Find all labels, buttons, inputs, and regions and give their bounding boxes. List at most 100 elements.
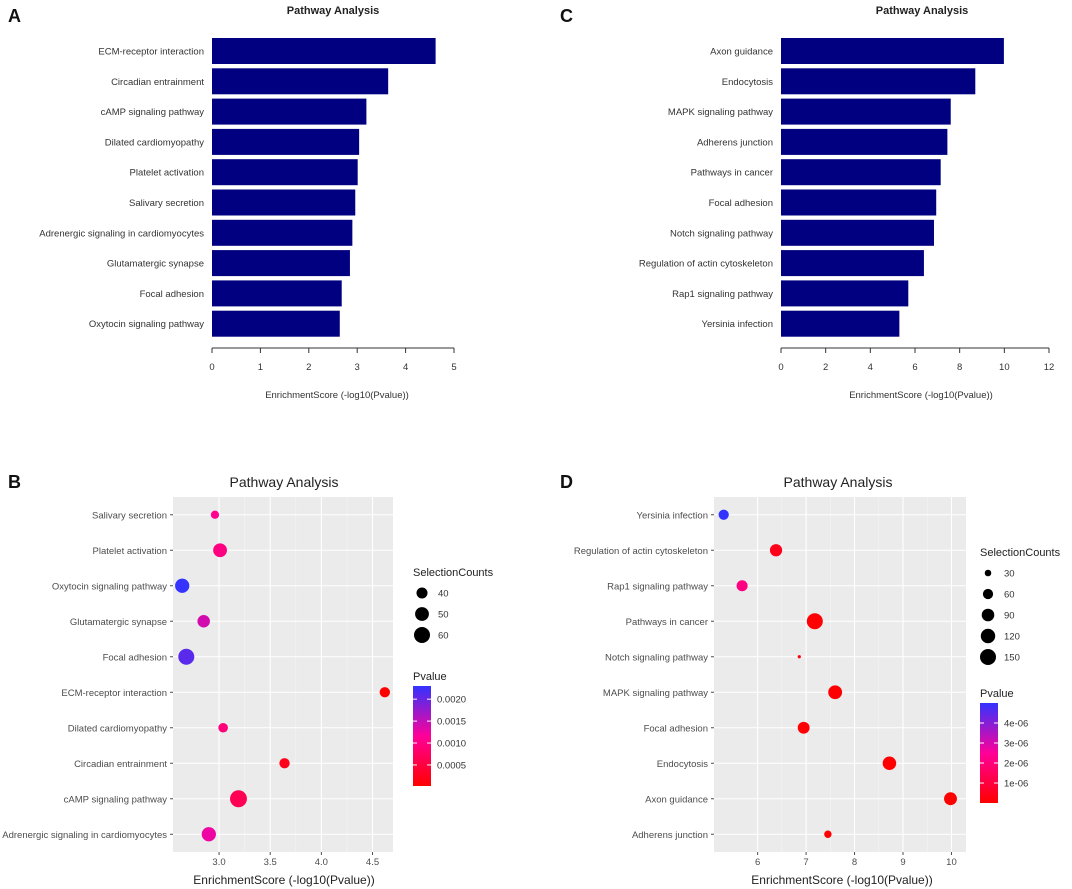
panel-c-category-label: Regulation of actin cytoskeleton xyxy=(639,259,773,270)
panel-b-size-legend-label: 40 xyxy=(438,589,449,600)
panel-b-dot xyxy=(197,614,210,628)
panel-c-category-label: Rap1 signaling pathway xyxy=(672,289,773,300)
panel-c-tick-label: 6 xyxy=(912,362,917,373)
panel-b-category-label: cAMP signaling pathway xyxy=(64,794,168,805)
panel-c-tick-label: 12 xyxy=(1044,362,1055,373)
panel-d-size-legend: 30 60 90 120 150 xyxy=(980,569,1020,665)
panel-d-dot xyxy=(736,580,748,592)
panel-c-bar xyxy=(781,189,937,216)
panel-d-dot xyxy=(797,655,801,659)
panel-a-x-label: EnrichmentScore (-log10(Pvalue)) xyxy=(265,390,409,401)
panel-b-color-legend-label: 0.0010 xyxy=(437,739,466,750)
panel-d-tick-label: 8 xyxy=(852,857,857,868)
panel-b-tick-label: 3.5 xyxy=(264,857,277,868)
panel-d-category-label: Endocytosis xyxy=(657,759,708,770)
panel-b-category-label: Glutamatergic synapse xyxy=(70,617,167,628)
panel-d-color-legend-label: 4e-06 xyxy=(1004,719,1028,730)
panel-a-bar xyxy=(212,98,367,125)
panel-c-tick-label: 8 xyxy=(957,362,962,373)
panel-d-tick-label: 10 xyxy=(946,857,957,868)
panel-c-category-label: Focal adhesion xyxy=(709,198,773,209)
panel-a-bar xyxy=(212,280,342,307)
panel-c-tick-label: 0 xyxy=(778,362,783,373)
panel-b-category-label: Oxytocin signaling pathway xyxy=(52,581,167,592)
panel-d-dot xyxy=(797,721,810,734)
panel-d-title: Pathway Analysis xyxy=(784,474,893,490)
panel-c-bar xyxy=(781,38,1004,64)
panel-a-category-label: Glutamatergic synapse xyxy=(107,259,204,270)
panel-d-x-ticks: 6 7 8 9 10 xyxy=(755,852,957,868)
panel-d-color-legend-ticks: 4e-06 3e-06 2e-06 1e-06 xyxy=(980,719,1028,790)
panel-b-tick-label: 3.0 xyxy=(212,857,225,868)
panel-a-category-label: Dilated cardiomyopathy xyxy=(105,137,205,148)
panel-b-tick-label: 4.0 xyxy=(315,857,328,868)
panel-b-category-label: Dilated cardiomyopathy xyxy=(68,723,168,734)
panel-d-grid xyxy=(713,497,966,852)
panel-letter-b: B xyxy=(8,472,21,492)
panel-b-dots xyxy=(175,510,390,842)
panel-a-bar xyxy=(212,310,340,337)
panel-d-category-label: Regulation of actin cytoskeleton xyxy=(574,546,708,557)
panel-b-dot xyxy=(213,543,227,558)
panel-d-category-label: Adherens junction xyxy=(632,830,708,841)
panel-d-x-label: EnrichmentScore (-log10(Pvalue)) xyxy=(751,873,932,887)
panel-b-dot xyxy=(379,687,390,698)
panel-a-tick-label: 1 xyxy=(258,362,263,373)
panel-d-dot xyxy=(882,756,897,771)
panel-d-color-bar xyxy=(980,703,998,803)
panel-b-color-bar xyxy=(413,686,431,786)
panel-d-dot xyxy=(718,509,729,520)
panel-c-bar xyxy=(781,310,900,337)
panel-a-bar xyxy=(212,128,360,155)
panel-b-size-legend-dot xyxy=(415,607,429,621)
panel-c-bar xyxy=(781,219,934,246)
panel-d-plot-area xyxy=(714,497,966,852)
panel-d-size-legend-dot xyxy=(984,569,992,577)
panel-a-category-label: Oxytocin signaling pathway xyxy=(89,319,204,330)
panel-a-bar xyxy=(212,189,356,216)
panel-d-size-legend-dot xyxy=(981,608,995,622)
panel-c-bars xyxy=(781,38,1004,337)
panel-c-category-label: Yersinia infection xyxy=(702,319,773,330)
panel-a-title: Pathway Analysis xyxy=(287,5,380,17)
panel-a-bar xyxy=(212,219,353,246)
panel-d-category-label: Focal adhesion xyxy=(644,723,708,734)
panel-c-bar xyxy=(781,98,951,125)
panel-d-size-legend-dot xyxy=(982,588,994,600)
panel-d-color-legend-label: 1e-06 xyxy=(1004,779,1028,790)
panel-d-color-legend-title: Pvalue xyxy=(980,688,1014,700)
panel-a-category-label: Adrenergic signaling in cardiomyocytes xyxy=(39,228,204,239)
panel-d-category-labels: Yersinia infection Regulation of actin cy… xyxy=(574,510,714,841)
panel-c-title: Pathway Analysis xyxy=(876,5,969,17)
panel-d-category-label: Axon guidance xyxy=(645,794,708,805)
panel-c-tick-label: 4 xyxy=(868,362,873,373)
panel-b-category-label: ECM-receptor interaction xyxy=(61,688,167,699)
panel-b-dot xyxy=(201,827,216,842)
panel-a-x-ticks: 0 1 2 3 4 5 xyxy=(209,348,457,373)
panel-b-category-label: Adrenergic signaling in cardiomyocytes xyxy=(2,830,167,841)
panel-c-x-ticks: 0 2 4 6 8 10 12 xyxy=(778,348,1054,373)
panel-a-tick-label: 3 xyxy=(355,362,360,373)
panel-a-category-label: cAMP signaling pathway xyxy=(101,107,205,118)
panel-d-size-legend-label: 120 xyxy=(1004,632,1020,643)
panel-b-size-legend: 40 50 60 xyxy=(414,587,449,643)
panel-d-category-label: MAPK signaling pathway xyxy=(603,688,708,699)
panel-d-category-label: Pathways in cancer xyxy=(626,617,708,628)
panel-a-bar xyxy=(212,250,350,277)
panel-c-category-label: Notch signaling pathway xyxy=(670,228,773,239)
panel-c-x-label: EnrichmentScore (-log10(Pvalue)) xyxy=(849,390,993,401)
panel-d-category-label: Yersinia infection xyxy=(637,510,708,521)
panel-a-tick-label: 5 xyxy=(451,362,456,373)
panel-b-dot xyxy=(218,722,228,733)
panel-d-tick-label: 9 xyxy=(900,857,905,868)
panel-d-size-legend-title: SelectionCounts xyxy=(980,547,1061,559)
panel-c-category-label: Axon guidance xyxy=(710,47,773,58)
panel-a-bars xyxy=(212,38,436,337)
panel-b-size-legend-title: SelectionCounts xyxy=(413,567,494,579)
panel-d-dot xyxy=(769,544,783,557)
panel-a-category-label: Salivary secretion xyxy=(129,198,204,209)
panel-a-tick-label: 0 xyxy=(209,362,214,373)
panel-letter-c: C xyxy=(560,6,573,26)
panel-a-category-label: Platelet activation xyxy=(130,168,204,179)
panel-c-bar-chart: Pathway Analysis Axon guidance Endocytosi… xyxy=(639,5,1054,401)
